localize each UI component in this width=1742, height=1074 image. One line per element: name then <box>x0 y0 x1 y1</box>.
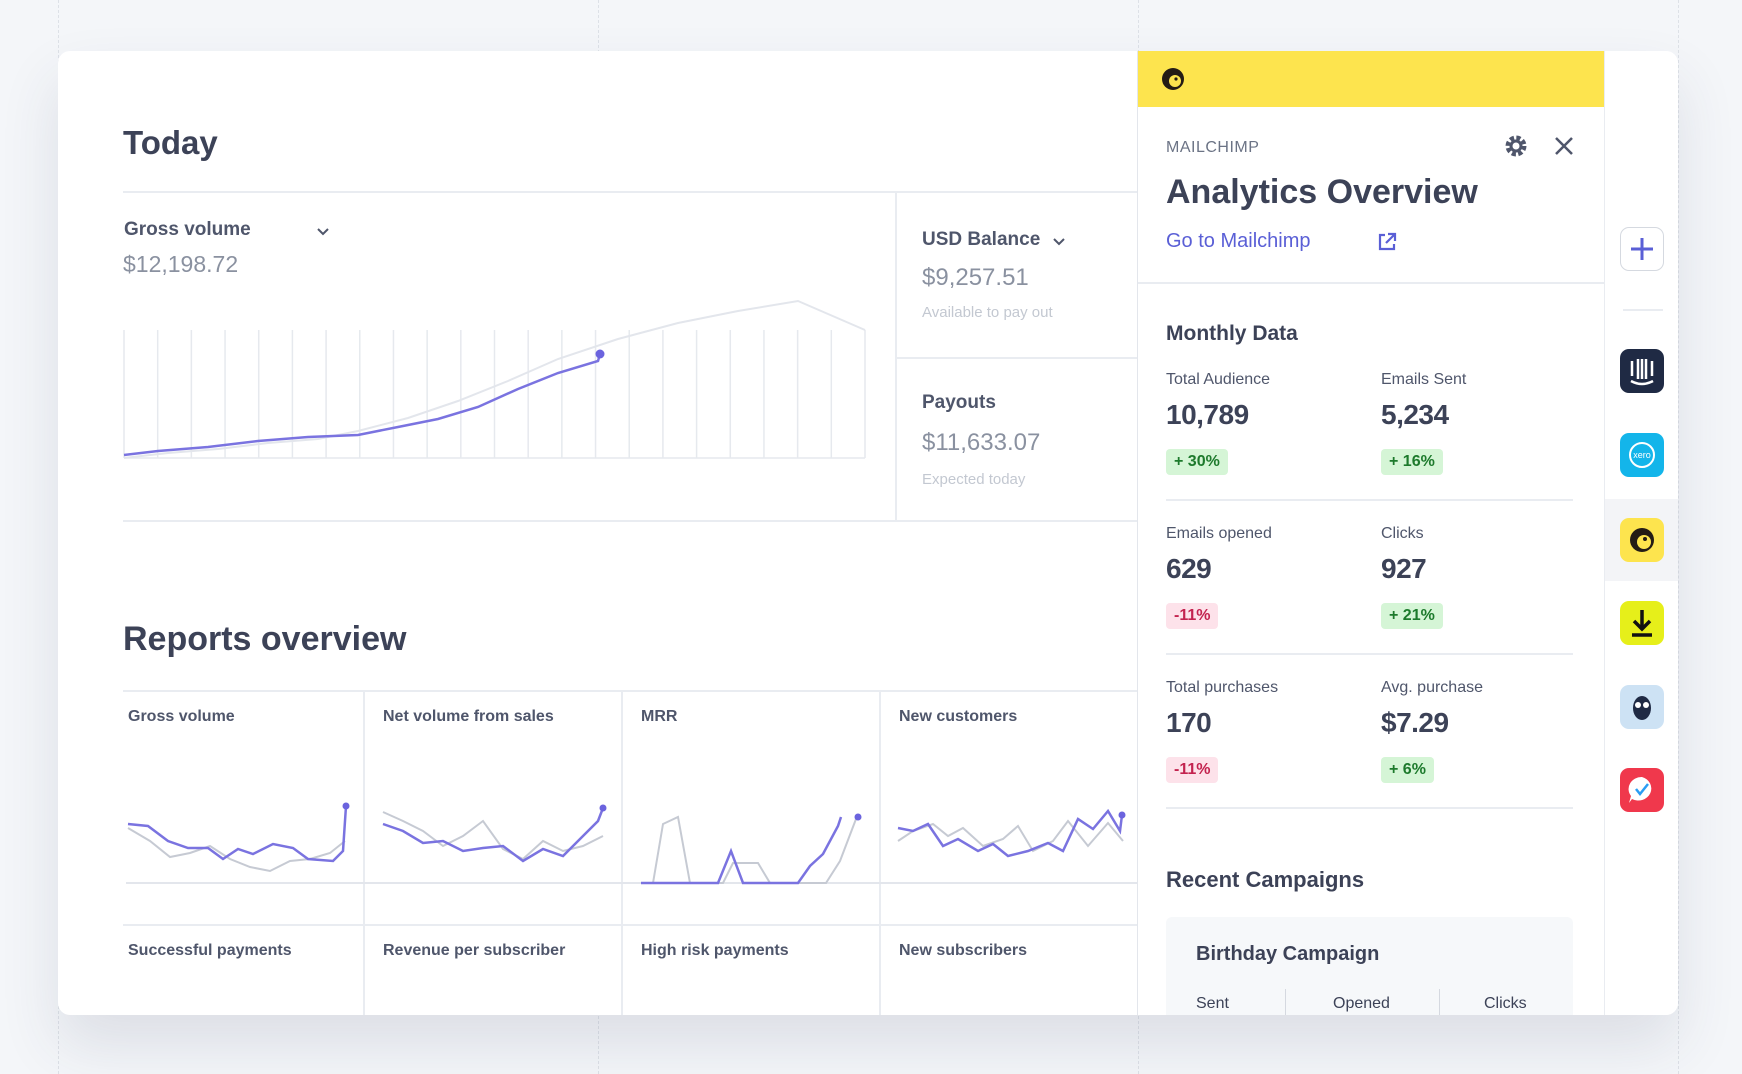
campaign-card[interactable]: Birthday Campaign Sent Opened Clicks <box>1166 917 1573 1015</box>
column-label: Opened <box>1333 995 1390 1012</box>
divider <box>621 691 623 1015</box>
mailchimp-app[interactable] <box>1620 518 1664 562</box>
metric-value: $11,633.07 <box>922 429 1041 456</box>
metric-label: Payouts <box>922 392 996 413</box>
app-panel: MAILCHIMP Analytics Overview Go to Mailc… <box>1137 51 1605 1015</box>
metric-value: 629 <box>1166 553 1212 584</box>
report-label[interactable]: Net volume from sales <box>383 708 554 725</box>
metric-label: Emails Sent <box>1381 371 1467 388</box>
metric-label: Clicks <box>1381 525 1424 542</box>
hootsuite-app[interactable] <box>1620 685 1664 729</box>
divider <box>1285 989 1286 1015</box>
metric-label: Emails opened <box>1166 525 1272 542</box>
mailchimp-logo <box>1162 68 1184 90</box>
metric-label: Total purchases <box>1166 679 1279 696</box>
app-sidebar: xero <box>1604 51 1678 1015</box>
comparison-line <box>123 299 866 459</box>
change-badge: + 21% <box>1381 603 1443 629</box>
chevron[interactable] <box>1052 237 1066 247</box>
divider <box>123 690 1137 692</box>
report-label[interactable]: MRR <box>641 708 678 725</box>
current-point <box>595 349 605 359</box>
download-app[interactable] <box>1620 601 1664 645</box>
divider <box>1166 807 1573 809</box>
metric-label[interactable]: USD Balance <box>922 229 1041 250</box>
brand-bar <box>1138 51 1605 107</box>
section-title: Monthly Data <box>1166 322 1298 345</box>
divider <box>363 691 365 1015</box>
report-sparklines <box>126 802 1137 885</box>
section-title: Recent Campaigns <box>1166 867 1365 892</box>
change-badge: + 16% <box>1381 449 1443 475</box>
volume-line <box>123 353 602 457</box>
change-badge: -11% <box>1166 757 1219 783</box>
settings-button[interactable] <box>1503 133 1529 159</box>
divider <box>123 924 1137 926</box>
metric-value: 170 <box>1166 707 1212 738</box>
gross-volume-chart <box>123 299 866 459</box>
metric-label: Total Audience <box>1166 371 1271 388</box>
divider <box>1166 653 1573 655</box>
report-label[interactable]: New customers <box>899 708 1018 725</box>
metric-value: $9,257.51 <box>922 264 1029 291</box>
brand-name: MAILCHIMP <box>1166 139 1260 156</box>
panel-title: Analytics Overview <box>1166 173 1478 211</box>
divider <box>1166 499 1573 501</box>
metric-label: Avg. purchase <box>1381 679 1483 696</box>
divider <box>1439 989 1440 1015</box>
divider <box>1623 309 1663 311</box>
divider <box>896 357 1137 359</box>
divider <box>123 520 1137 522</box>
metric-label[interactable]: Gross volume <box>124 219 251 240</box>
change-badge: -11% <box>1166 603 1219 629</box>
report-label[interactable]: Gross volume <box>128 708 235 725</box>
column-label: Sent <box>1196 995 1229 1012</box>
metric-value: 5,234 <box>1381 399 1449 430</box>
divider <box>1138 282 1605 284</box>
metric-note: Expected today <box>922 471 1026 488</box>
column-label: Clicks <box>1484 995 1527 1012</box>
intercom-app[interactable] <box>1620 349 1664 393</box>
close-button[interactable] <box>1554 136 1574 156</box>
section-title: Reports overview <box>123 620 407 658</box>
report-label[interactable]: Successful payments <box>128 942 292 959</box>
report-label[interactable]: New subscribers <box>899 942 1028 959</box>
metric-note: Available to pay out <box>922 304 1053 321</box>
add-app-button[interactable] <box>1620 227 1664 271</box>
change-badge: + 30% <box>1166 449 1228 475</box>
metric-value: $12,198.72 <box>123 251 239 277</box>
divider <box>879 691 881 1015</box>
section-title: Today <box>123 124 218 161</box>
metric-value: 927 <box>1381 553 1427 584</box>
svg-text:xero: xero <box>1633 450 1651 460</box>
metric-value: $7.29 <box>1381 707 1449 738</box>
campaign-name: Birthday Campaign <box>1196 943 1380 965</box>
external-link[interactable]: Go to Mailchimp <box>1166 230 1311 252</box>
divider <box>123 191 1137 193</box>
report-label[interactable]: High risk payments <box>641 942 789 959</box>
xero-app[interactable]: xero <box>1620 433 1664 477</box>
change-badge: + 6% <box>1381 757 1434 783</box>
feedback-app[interactable] <box>1620 768 1664 812</box>
external-link-icon[interactable] <box>1376 231 1398 253</box>
report-label[interactable]: Revenue per subscriber <box>383 942 566 959</box>
guide <box>1678 0 1679 1074</box>
chevron[interactable] <box>316 227 330 237</box>
dashboard-card: Today Gross volume $12,198.72 USD Balanc… <box>58 51 1678 1015</box>
metric-value: 10,789 <box>1166 399 1249 430</box>
